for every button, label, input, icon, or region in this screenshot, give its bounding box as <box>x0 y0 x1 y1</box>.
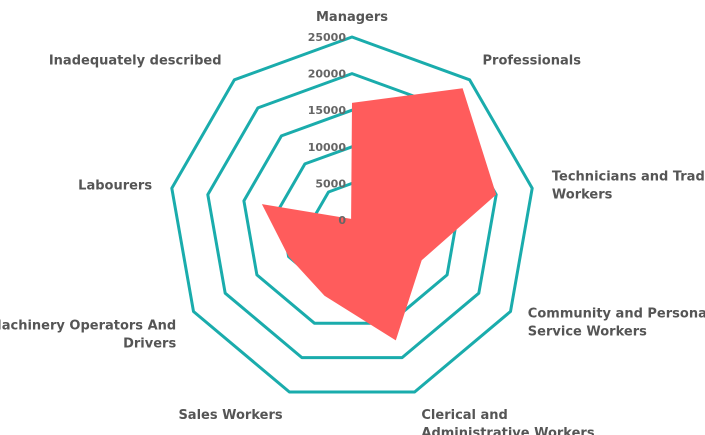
radial-tick-labels: 0 5000 10000 15000 20000 25000 <box>308 31 347 227</box>
category-label-4: Clerical and Administrative Workers <box>421 408 594 435</box>
category-label-line: Labourers <box>78 179 152 194</box>
tick-label-5: 25000 <box>308 31 347 44</box>
category-label-5: Sales Workers <box>178 408 282 423</box>
category-label-0: Managers <box>316 10 388 25</box>
category-label-line: Workers <box>552 188 613 203</box>
category-label-line: Administrative Workers <box>421 426 594 435</box>
category-label-8: Inadequately described <box>49 54 222 69</box>
category-label-7: Labourers <box>78 179 152 194</box>
category-label-line: Sales Workers <box>178 408 282 423</box>
tick-label-1: 5000 <box>315 177 346 190</box>
tick-label-0: 0 <box>338 214 346 227</box>
category-label-2: Technicians and Trades Workers <box>552 170 705 203</box>
radar-series <box>261 88 497 341</box>
tick-label-2: 10000 <box>308 141 347 154</box>
series-area-0 <box>261 88 497 341</box>
category-label-line: Managers <box>316 10 388 25</box>
category-labels: Managers Professionals Technicians and Tra… <box>0 10 705 435</box>
category-label-1: Professionals <box>483 54 582 69</box>
category-label-3: Community and Personal Service Workers <box>528 307 705 340</box>
category-label-line: Professionals <box>483 54 582 69</box>
category-label-line: Community and Personal <box>528 307 705 322</box>
category-label-line: Drivers <box>123 337 176 352</box>
tick-label-4: 20000 <box>308 68 347 81</box>
category-label-6: Machinery Operators And Drivers <box>0 319 176 352</box>
category-label-line: Clerical and <box>421 408 507 423</box>
grid-ring-5 <box>170 35 534 394</box>
category-label-line: Technicians and Trades <box>552 170 705 185</box>
category-label-line: Service Workers <box>528 325 647 340</box>
category-label-line: Inadequately described <box>49 54 222 69</box>
tick-label-3: 15000 <box>308 104 347 117</box>
category-label-line: Machinery Operators And <box>0 319 176 334</box>
